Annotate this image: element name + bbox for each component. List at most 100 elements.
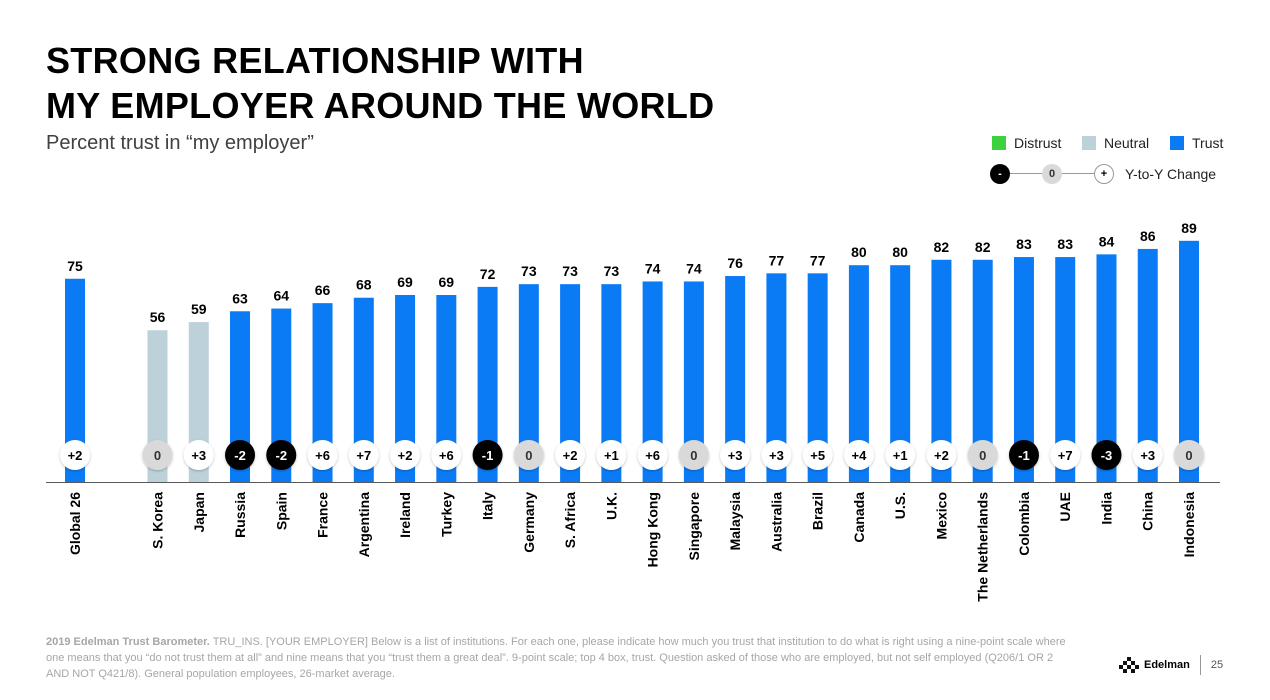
bar xyxy=(477,286,498,482)
bar xyxy=(848,265,869,482)
brand-footer: Edelman 25 xyxy=(1118,654,1223,676)
bar-value-label: 72 xyxy=(480,266,496,282)
bar xyxy=(766,273,787,482)
yoy-change-marker xyxy=(472,440,503,470)
bar xyxy=(931,259,952,482)
yoy-change-label: 0 xyxy=(1185,448,1192,463)
x-tick-label: Canada xyxy=(851,492,867,543)
x-tick-label: Hong Kong xyxy=(645,492,661,567)
x-tick-label: Turkey xyxy=(438,492,454,537)
bars-layer: 75 +2 Global 26 56 0 S. Korea 59 +3 Japan 63 -2 Rus… xyxy=(60,220,1204,602)
bar-value-label: 83 xyxy=(1057,236,1073,252)
x-tick-label: Spain xyxy=(273,492,289,530)
footnote-source: 2019 Edelman Trust Barometer. xyxy=(46,636,210,648)
x-tick-label: India xyxy=(1098,492,1114,525)
x-tick-label: Japan xyxy=(191,492,207,532)
yoy-change-label: -2 xyxy=(234,448,246,463)
bar xyxy=(395,295,416,482)
yoy-change-marker xyxy=(1132,440,1163,470)
bar xyxy=(683,281,704,482)
yoy-change-label: +1 xyxy=(604,448,619,463)
x-tick-label: China xyxy=(1140,492,1156,531)
legend-swatch-distrust xyxy=(992,136,1006,150)
bar-value-label: 69 xyxy=(439,274,455,290)
yoy-change-marker xyxy=(843,440,874,470)
legend-label-trust: Trust xyxy=(1192,135,1224,151)
bar-value-label: 82 xyxy=(934,239,950,255)
yoy-change-marker xyxy=(390,440,421,470)
x-tick-label: Indonesia xyxy=(1181,492,1197,558)
bar xyxy=(1013,257,1034,482)
bar-value-label: 77 xyxy=(769,252,785,268)
bar-value-label: 75 xyxy=(67,258,83,274)
yoy-change-marker xyxy=(266,440,297,470)
bar-value-label: 84 xyxy=(1099,233,1115,249)
brand-name: Edelman xyxy=(1144,659,1190,671)
legend-label-neutral: Neutral xyxy=(1104,135,1150,151)
yoy-change-label: +3 xyxy=(1140,448,1155,463)
yoy-change-label: -2 xyxy=(275,448,287,463)
title-line-2: MY EMPLOYER AROUND THE WORLD xyxy=(46,85,715,126)
bar xyxy=(65,278,85,482)
footnote-text: TRU_INS. [YOUR EMPLOYER] Below is a list… xyxy=(46,636,1066,680)
x-tick-label: Russia xyxy=(232,492,248,538)
yoy-change-label: -3 xyxy=(1101,448,1113,463)
edelman-logo-icon xyxy=(1119,657,1139,673)
yoy-change-marker xyxy=(678,440,709,470)
yoy-change-marker xyxy=(1174,440,1204,470)
chart-subtitle: Percent trust in “my employer” xyxy=(46,132,314,154)
bar-value-label: 83 xyxy=(1016,236,1032,252)
bar xyxy=(1179,240,1199,482)
x-tick-label: U.K. xyxy=(603,492,619,520)
yoy-change-label: +3 xyxy=(728,448,743,463)
yoy-change-marker xyxy=(926,440,957,470)
yoy-legend-zero: 0 xyxy=(1042,164,1062,184)
yoy-legend-minus: - xyxy=(990,164,1010,184)
bar-value-label: 64 xyxy=(273,288,289,304)
x-tick-label: S. Korea xyxy=(150,492,166,549)
bar xyxy=(807,273,828,482)
yoy-change-label: +7 xyxy=(1058,448,1073,463)
bar-value-label: 73 xyxy=(521,263,537,279)
yoy-change-marker xyxy=(142,440,173,470)
bar xyxy=(518,284,539,482)
yoy-change-label: -1 xyxy=(482,448,494,463)
bar-value-label: 80 xyxy=(892,244,908,260)
yoy-change-label: -1 xyxy=(1018,448,1030,463)
yoy-change-label: 0 xyxy=(525,448,532,463)
bar-value-label: 56 xyxy=(150,309,166,325)
x-tick-label: Global 26 xyxy=(67,492,83,555)
yoy-change-marker xyxy=(1008,440,1039,470)
legend-label-distrust: Distrust xyxy=(1014,135,1062,151)
yoy-change-marker xyxy=(513,440,544,470)
yoy-change-marker xyxy=(596,440,627,470)
yoy-change-label: 0 xyxy=(154,448,161,463)
brand-divider xyxy=(1199,655,1201,675)
x-tick-label: Ireland xyxy=(397,492,413,538)
x-tick-label: Colombia xyxy=(1016,492,1032,556)
yoy-change-label: +2 xyxy=(398,448,413,463)
yoy-change-marker xyxy=(967,440,998,470)
bar-value-label: 69 xyxy=(397,274,413,290)
bar-value-label: 82 xyxy=(975,239,991,255)
yoy-change-label: +6 xyxy=(645,448,660,463)
bar-value-label: 73 xyxy=(604,263,620,279)
bar xyxy=(436,295,457,482)
bar xyxy=(353,297,374,482)
bar xyxy=(642,281,663,482)
bar-value-label: 66 xyxy=(315,282,331,298)
x-tick-label: S. Africa xyxy=(562,492,578,548)
yoy-change-label: +5 xyxy=(810,448,825,463)
x-tick-label: Mexico xyxy=(933,492,949,539)
bar-value-label: 80 xyxy=(851,244,867,260)
bar-value-label: 63 xyxy=(232,290,248,306)
yoy-change-label: +2 xyxy=(68,448,83,463)
bar-value-label: 59 xyxy=(191,301,207,317)
bar xyxy=(1096,254,1117,482)
x-tick-label: Brazil xyxy=(810,492,826,530)
yoy-change-marker xyxy=(885,440,916,470)
x-tick-label: Australia xyxy=(768,492,784,552)
x-tick-label: Argentina xyxy=(356,492,372,558)
x-tick-label: UAE xyxy=(1057,492,1073,522)
yoy-legend-label: Y-to-Y Change xyxy=(1125,166,1217,182)
